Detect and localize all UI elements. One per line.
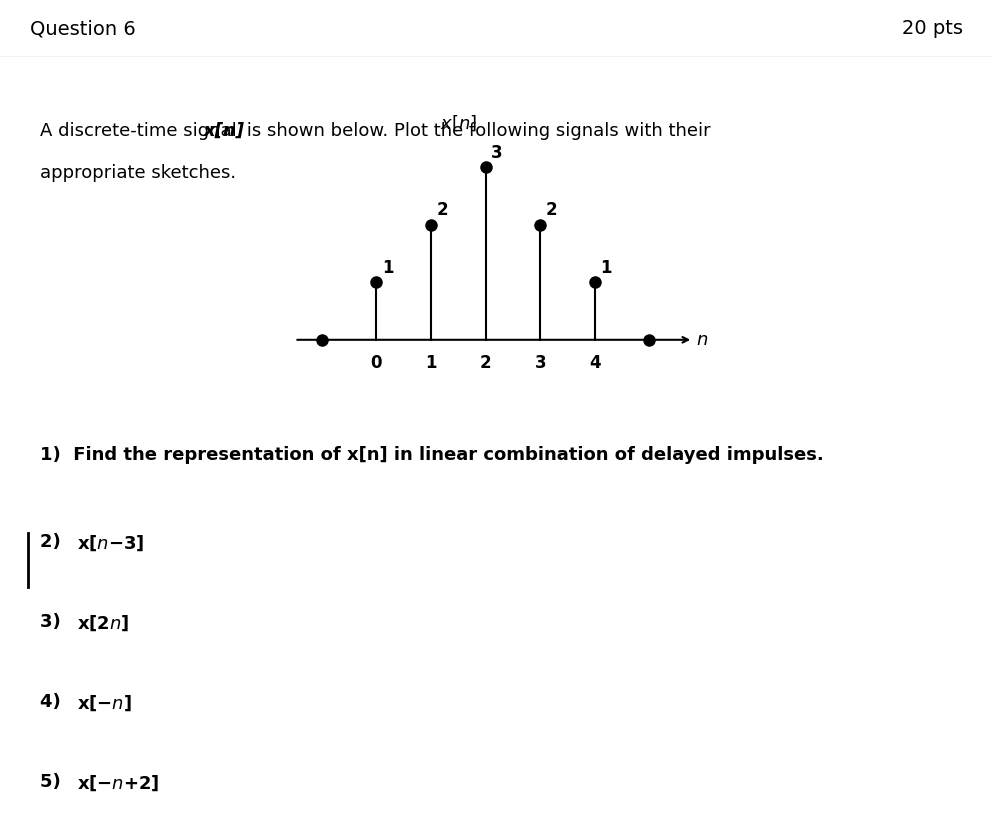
Text: 3): 3) xyxy=(40,613,72,631)
Text: 4): 4) xyxy=(40,694,72,712)
Text: 5): 5) xyxy=(40,773,72,791)
Text: x[n]: x[n] xyxy=(204,122,244,140)
Text: $\mathbf{x[-}$$\mathit{n}$$\mathbf{]}$: $\mathbf{x[-}$$\mathit{n}$$\mathbf{]}$ xyxy=(77,694,132,713)
Text: 3: 3 xyxy=(491,143,502,161)
Text: 20 pts: 20 pts xyxy=(903,19,963,38)
Text: 2: 2 xyxy=(480,354,492,372)
Text: 1)  Find the representation of x[n] in linear combination of delayed impulses.: 1) Find the representation of x[n] in li… xyxy=(40,446,823,464)
Text: Question 6: Question 6 xyxy=(30,19,135,38)
Text: 0: 0 xyxy=(370,354,382,372)
Text: $\mathbf{x[-}$$\mathit{n}$$\mathbf{+2]}$: $\mathbf{x[-}$$\mathit{n}$$\mathbf{+2]}$ xyxy=(77,773,160,793)
Text: 1: 1 xyxy=(600,259,612,277)
Text: 2): 2) xyxy=(40,533,72,551)
Text: A discrete-time signal: A discrete-time signal xyxy=(40,122,242,140)
Text: 3: 3 xyxy=(534,354,546,372)
Text: 2: 2 xyxy=(437,201,448,219)
Text: $\mathbf{x[2}$$\mathit{n}$$\mathbf{]}$: $\mathbf{x[2}$$\mathit{n}$$\mathbf{]}$ xyxy=(77,613,130,633)
Text: $x[n]$: $x[n]$ xyxy=(440,113,477,133)
Text: 2: 2 xyxy=(545,201,557,219)
Text: appropriate sketches.: appropriate sketches. xyxy=(40,164,236,182)
Text: 4: 4 xyxy=(589,354,601,372)
Text: 1: 1 xyxy=(381,259,393,277)
Text: is shown below. Plot the following signals with their: is shown below. Plot the following signa… xyxy=(241,122,711,140)
Text: 1: 1 xyxy=(425,354,437,372)
Text: $n$: $n$ xyxy=(696,331,708,349)
Text: $\mathbf{x[}$$\mathit{n}$$\mathbf{-3]}$: $\mathbf{x[}$$\mathit{n}$$\mathbf{-3]}$ xyxy=(77,533,145,553)
